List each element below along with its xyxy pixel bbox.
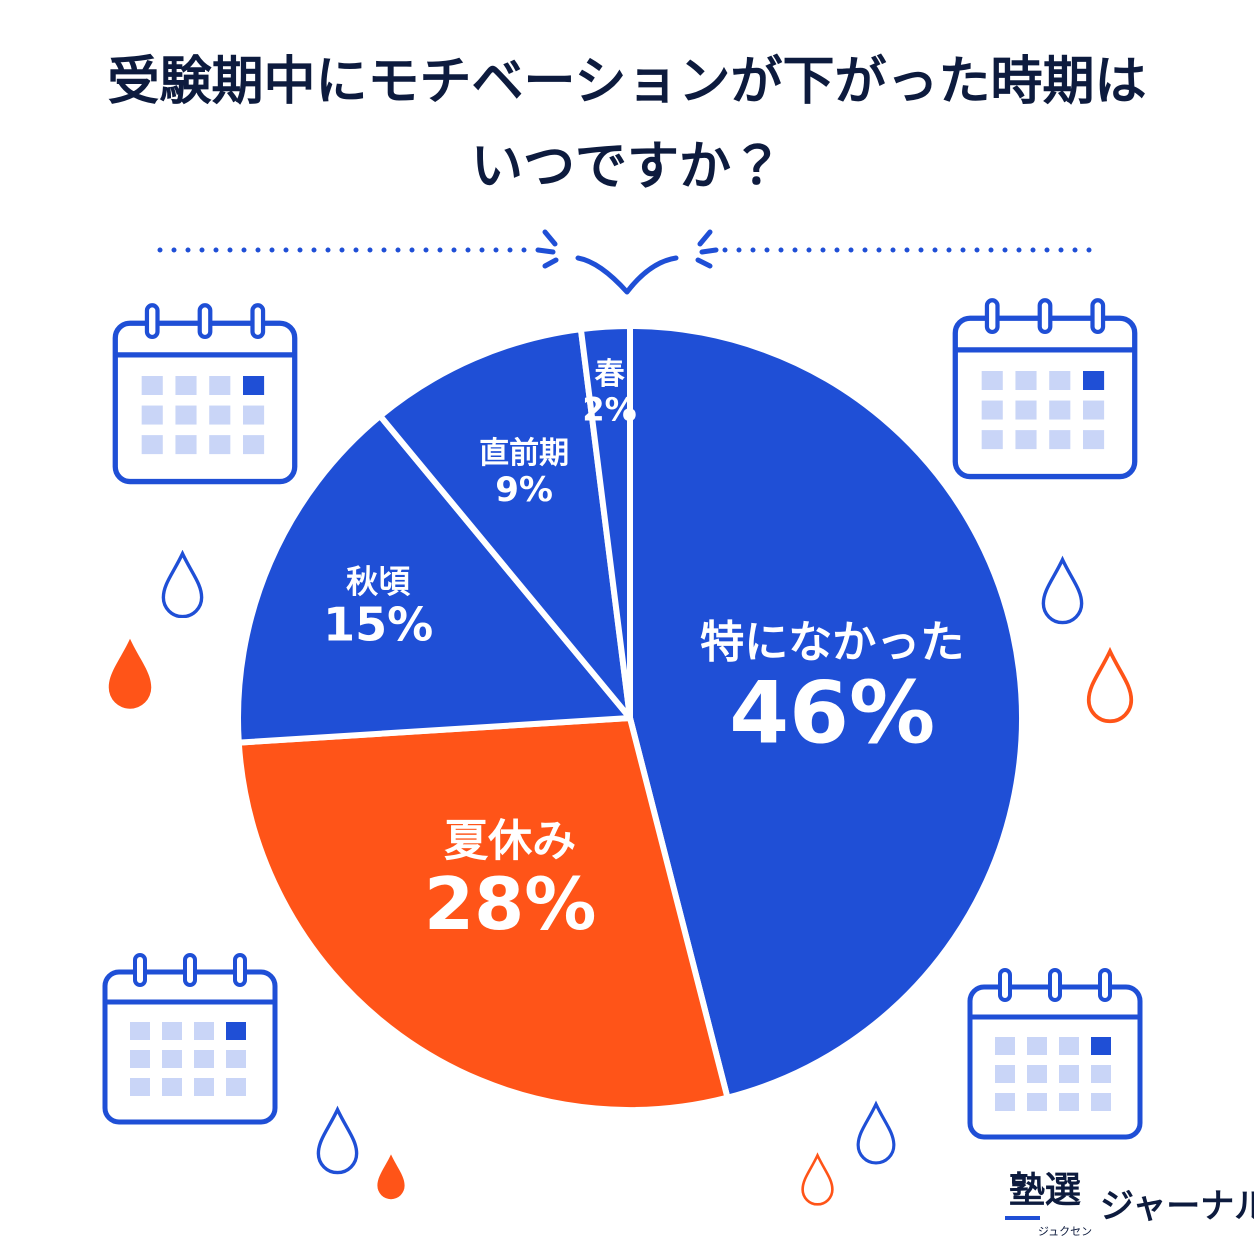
- pie: [235, 323, 1025, 1113]
- drop-icon: [856, 1102, 896, 1165]
- slice-value-label: 46%: [729, 663, 935, 763]
- pie-slice: [235, 715, 731, 1113]
- calendar-icon: [955, 300, 1134, 476]
- drop-icon: [108, 638, 152, 709]
- brand-suffix: ジャーナル: [1100, 1187, 1254, 1227]
- slice-name: 夏休み: [444, 815, 576, 866]
- pie-slice: [627, 323, 1025, 1101]
- drop-icon: [1041, 557, 1084, 625]
- slice-name: 直前期: [479, 436, 569, 471]
- drop-icon: [161, 551, 204, 618]
- slice-value-label: 2%: [582, 390, 636, 428]
- chart-title: 受験期中にモチベーションが下がった時期は: [108, 52, 1147, 112]
- divider: [157, 229, 1103, 295]
- brand-logo: 塾選 ジュクセン ジャーナル: [1005, 1170, 1254, 1238]
- slice-value-label: 15%: [323, 598, 433, 652]
- chart-title: いつですか？: [471, 137, 783, 197]
- slice-name: 特になかった: [700, 617, 964, 668]
- calendar-icon: [970, 970, 1140, 1137]
- calendar-icon: [115, 305, 294, 481]
- drop-icon: [801, 1153, 834, 1206]
- brand-name: 塾選: [1009, 1170, 1081, 1211]
- slice-value-label: 9%: [495, 470, 553, 510]
- slice-name: 春: [595, 357, 626, 392]
- drop-icon: [377, 1154, 405, 1200]
- drop-icon: [316, 1107, 359, 1175]
- brand-reading: ジュクセン: [1038, 1225, 1092, 1238]
- pie-slice: [377, 326, 633, 721]
- slice-value-label: 28%: [424, 862, 596, 946]
- pie-slice: [235, 412, 633, 746]
- drop-icon: [1089, 651, 1132, 721]
- slice-name: 秋頃: [346, 563, 411, 601]
- pie-slice: [577, 323, 633, 721]
- calendar-icon: [105, 955, 275, 1122]
